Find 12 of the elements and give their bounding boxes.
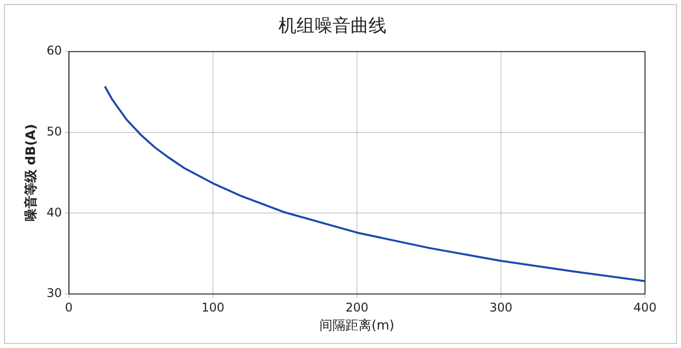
y-tick-label: 30 [46, 286, 62, 300]
chart-title: 机组噪音曲线 [278, 15, 386, 36]
x-tick-label: 0 [65, 300, 73, 314]
x-axis-title: 间隔距离(m) [320, 318, 394, 334]
x-tick-label: 100 [201, 300, 224, 314]
x-tick-label: 300 [490, 300, 512, 314]
y-tick-label: 60 [46, 44, 62, 58]
y-tick-label: 50 [46, 124, 62, 139]
y-tick-label: 40 [46, 205, 62, 220]
y-axis-title: 噪音等级 dB(A) [23, 124, 40, 222]
x-tick-label: 200 [345, 300, 368, 314]
x-tick-label: 400 [634, 300, 656, 314]
